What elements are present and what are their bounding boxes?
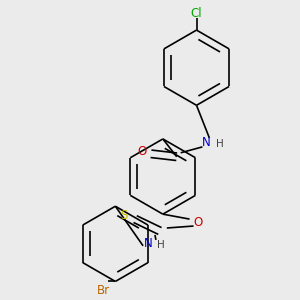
- Text: S: S: [121, 208, 128, 222]
- Text: N: N: [202, 136, 211, 149]
- Text: N: N: [144, 237, 152, 250]
- Text: H: H: [157, 240, 165, 250]
- Text: O: O: [194, 216, 203, 229]
- Text: Cl: Cl: [191, 7, 202, 20]
- Text: H: H: [216, 139, 224, 149]
- Text: Br: Br: [97, 284, 110, 297]
- Text: O: O: [137, 145, 147, 158]
